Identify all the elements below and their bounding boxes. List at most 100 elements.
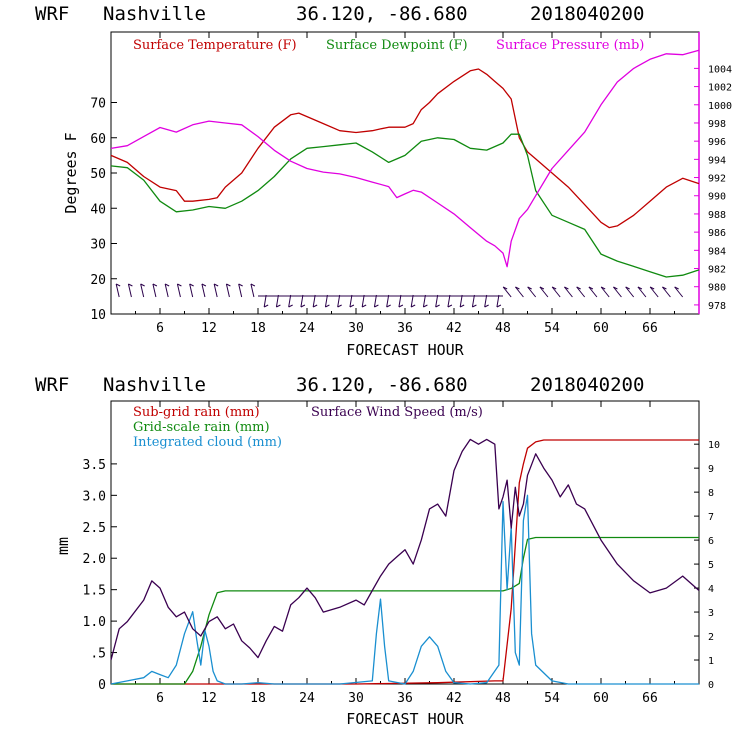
panel-1-y2-ticks: 978 980 982 984 986 988 990 992 994 996 998 1000 100… [694, 64, 732, 312]
x-tick-label: 6 [156, 321, 164, 336]
wind-barb-flag [398, 304, 404, 308]
wind-barb [527, 286, 537, 298]
y-tick-label: 10 [90, 308, 106, 323]
wind-barb [386, 294, 390, 308]
x-tick-label: 42 [446, 691, 462, 706]
legend-subgrid-rain: Sub-grid rain (mm) [133, 405, 260, 420]
wind-barb [213, 283, 218, 298]
y2-tick-label: 1004 [708, 64, 732, 75]
x-tick-label: 30 [348, 691, 364, 706]
panel-2-legend: Sub-grid rain (mm) Grid-scale rain (mm) … [133, 405, 483, 450]
wind-barb [410, 294, 414, 308]
wind-barb [422, 294, 426, 308]
wind-barb-flag [337, 304, 342, 308]
header-coords: 36.120, -86.680 [296, 374, 468, 396]
y-tick-label: 20 [90, 273, 106, 288]
y2-tick-label: 9 [708, 464, 714, 475]
wind-barb-flag [551, 286, 557, 290]
sub-grid-rain-line [111, 439, 699, 685]
wind-barb [312, 294, 316, 308]
header-station: Nashville [103, 3, 206, 25]
y2-tick-label: 5 [708, 560, 714, 571]
grid-scale-rain-line [111, 536, 699, 685]
wind-barb-flag [250, 283, 256, 287]
wind-barb [576, 286, 586, 298]
wind-barb [398, 294, 402, 308]
wind-barb-flag [637, 286, 643, 290]
header-model: WRF [35, 3, 69, 25]
wind-barb [471, 294, 475, 308]
x-tick-label: 24 [299, 321, 315, 336]
wind-barb-flag [325, 304, 330, 308]
panel-1-y-ticks: 10 20 30 40 50 60 70 [90, 97, 117, 323]
y-tick-label: 70 [90, 97, 106, 112]
wind-barb-flag [374, 304, 379, 308]
y2-tick-label: 996 [708, 137, 726, 148]
panel-2-x-ticks: 6 12 18 24 30 36 42 48 54 60 66 [135, 401, 675, 706]
wind-barb-flag [662, 286, 667, 290]
wind-barb-flag [527, 286, 532, 290]
wind-barb-flag [613, 286, 618, 290]
wind-barb-flag [386, 304, 391, 308]
panel-1-ylabel: Degrees F [62, 132, 80, 213]
wind-barb [637, 286, 647, 298]
x-tick-label: 30 [348, 321, 364, 336]
y2-tick-label: 994 [708, 155, 726, 166]
legend-temperature: Surface Temperature (F) [133, 38, 297, 53]
wind-barb [551, 286, 561, 298]
x-tick-label: 18 [250, 321, 266, 336]
y2-tick-label: 988 [708, 210, 726, 221]
wind-barb-flag [625, 286, 630, 290]
y-tick-label: 3.0 [83, 489, 106, 504]
x-tick-label: 60 [593, 691, 609, 706]
y2-tick-label: 2 [708, 632, 714, 643]
wind-barb [588, 286, 598, 298]
x-tick-label: 66 [642, 321, 658, 336]
legend-pressure: Surface Pressure (mb) [496, 38, 644, 53]
integrated-cloud-line [110, 494, 699, 685]
wind-barb-flag [649, 286, 655, 290]
y2-tick-label: 980 [708, 283, 726, 294]
x-tick-label: 54 [544, 691, 560, 706]
y-tick-label: 60 [90, 132, 106, 147]
x-tick-label: 48 [495, 321, 511, 336]
wind-barb-flag [502, 286, 508, 290]
wind-barb-flag [177, 283, 182, 287]
wind-barb-flag [201, 283, 207, 287]
panel-2-series [110, 438, 700, 685]
wind-barb-flag [238, 283, 243, 287]
wind-barb-flag [496, 304, 502, 308]
wind-barb [263, 294, 267, 308]
x-tick-label: 36 [397, 691, 413, 706]
wind-barb [300, 294, 304, 308]
wind-barb [324, 294, 328, 308]
x-tick-label: 12 [201, 691, 217, 706]
y2-tick-label: 978 [708, 301, 726, 312]
wind-barb [515, 286, 524, 298]
panel-1-legend: Surface Temperature (F) Surface Dewpoint… [133, 38, 644, 53]
wind-barb-flag [588, 286, 594, 290]
wind-barb-flag [312, 304, 318, 308]
wind-barb [238, 283, 243, 298]
wind-barb-flag [674, 286, 679, 290]
panel-2-xlabel: FORECAST HOUR [346, 710, 464, 728]
wind-barb [459, 294, 463, 308]
wind-barb [115, 283, 120, 298]
x-tick-label: 66 [642, 691, 658, 706]
wind-barb [502, 286, 512, 298]
y-tick-label: 0 [98, 678, 106, 693]
wind-barb-flag [447, 304, 453, 308]
wind-barb [600, 286, 610, 298]
wind-barb [337, 294, 341, 308]
wind-barb-flag [484, 304, 489, 308]
surface-wind-speed-line [110, 438, 700, 661]
y2-tick-label: 8 [708, 488, 714, 499]
wind-barb-flag [276, 304, 281, 308]
x-tick-label: 60 [593, 321, 609, 336]
wind-barb [288, 294, 292, 308]
panel-2-ylabel: mm [54, 537, 72, 555]
wind-barb-flag [300, 304, 306, 308]
x-tick-label: 42 [446, 321, 462, 336]
x-tick-label: 36 [397, 321, 413, 336]
legend-dewpoint: Surface Dewpoint (F) [326, 38, 468, 53]
